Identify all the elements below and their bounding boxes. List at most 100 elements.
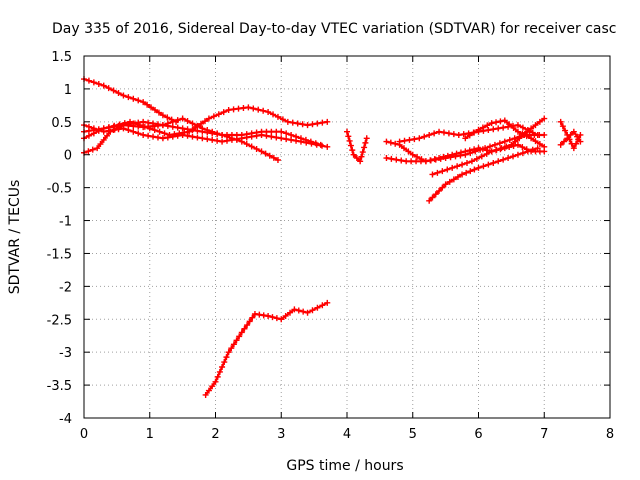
data-point xyxy=(503,143,510,150)
data-point xyxy=(528,135,535,142)
data-point xyxy=(439,184,446,191)
data-point xyxy=(475,126,482,133)
data-point xyxy=(463,169,470,176)
data-point xyxy=(559,123,566,130)
series-layer xyxy=(81,76,584,398)
data-point xyxy=(270,111,277,118)
data-point xyxy=(258,148,265,155)
data-point xyxy=(244,322,251,329)
data-point xyxy=(199,135,206,142)
data-point xyxy=(161,130,168,137)
data-point xyxy=(225,349,232,356)
data-point xyxy=(85,77,92,84)
data-point xyxy=(283,130,290,137)
data-point xyxy=(140,99,147,106)
data-point xyxy=(314,120,321,127)
data-point xyxy=(289,119,296,126)
data-point xyxy=(457,152,464,159)
data-point xyxy=(205,115,212,122)
data-point xyxy=(302,136,309,143)
data-point xyxy=(278,135,285,142)
data-point xyxy=(184,132,191,139)
data-point xyxy=(434,169,441,176)
data-point xyxy=(570,128,577,135)
data-point xyxy=(455,131,462,138)
data-point xyxy=(243,141,250,148)
y-tick-label: 0.5 xyxy=(51,116,72,131)
data-point xyxy=(151,127,158,134)
data-point xyxy=(358,153,365,160)
data-point xyxy=(210,113,217,120)
data-point xyxy=(202,391,209,398)
data-point xyxy=(401,137,408,144)
data-point xyxy=(214,373,221,380)
data-point xyxy=(189,133,196,140)
data-point xyxy=(248,130,255,137)
data-point xyxy=(174,117,181,124)
data-point xyxy=(236,333,243,340)
data-point xyxy=(506,136,513,143)
data-point xyxy=(270,154,277,161)
data-point xyxy=(154,134,161,141)
data-point xyxy=(534,145,541,152)
data-point xyxy=(484,122,491,129)
data-point xyxy=(485,161,492,168)
data-point xyxy=(463,159,470,166)
data-point xyxy=(429,171,436,178)
data-point xyxy=(209,128,216,135)
data-point xyxy=(488,148,495,155)
x-tick-label: 7 xyxy=(540,427,548,442)
data-point xyxy=(506,121,513,128)
data-point xyxy=(471,129,478,136)
data-point xyxy=(140,131,147,138)
data-point xyxy=(361,144,368,151)
data-point xyxy=(488,120,495,127)
data-point xyxy=(405,148,412,155)
data-point xyxy=(233,337,240,344)
data-point xyxy=(324,299,331,306)
data-point xyxy=(529,146,536,153)
data-point xyxy=(150,133,157,140)
data-point xyxy=(393,156,400,163)
data-point xyxy=(179,115,186,122)
data-point xyxy=(110,123,117,130)
data-point xyxy=(490,159,497,166)
data-point xyxy=(475,164,482,171)
series-line xyxy=(559,120,582,150)
data-point xyxy=(485,127,492,134)
x-tick-label: 1 xyxy=(146,427,154,442)
series-s1 xyxy=(81,76,180,125)
data-point xyxy=(319,119,326,126)
data-point xyxy=(324,118,331,125)
data-point xyxy=(505,155,512,162)
data-point xyxy=(94,145,101,152)
data-point xyxy=(148,104,155,111)
data-point xyxy=(314,304,321,311)
data-point xyxy=(194,134,201,141)
data-point xyxy=(450,176,457,183)
data-point xyxy=(498,145,505,152)
data-point xyxy=(174,124,181,131)
data-point xyxy=(519,130,526,137)
data-point xyxy=(297,135,304,142)
data-point xyxy=(89,146,96,153)
data-point xyxy=(350,151,357,158)
data-point xyxy=(449,164,456,171)
data-point xyxy=(514,151,521,158)
data-point xyxy=(110,87,117,94)
data-point xyxy=(467,168,474,175)
data-point xyxy=(273,315,280,322)
data-point xyxy=(215,111,222,118)
data-point xyxy=(238,329,245,336)
data-point xyxy=(495,125,502,132)
data-point xyxy=(90,127,97,134)
series-s5 xyxy=(81,115,324,148)
data-point xyxy=(100,82,107,89)
data-point xyxy=(344,128,350,135)
data-point xyxy=(189,120,196,127)
data-point xyxy=(273,134,280,141)
data-point xyxy=(349,147,356,154)
x-tick-label: 8 xyxy=(606,427,614,442)
data-point xyxy=(253,129,260,136)
y-tick-label: -3 xyxy=(59,346,72,361)
